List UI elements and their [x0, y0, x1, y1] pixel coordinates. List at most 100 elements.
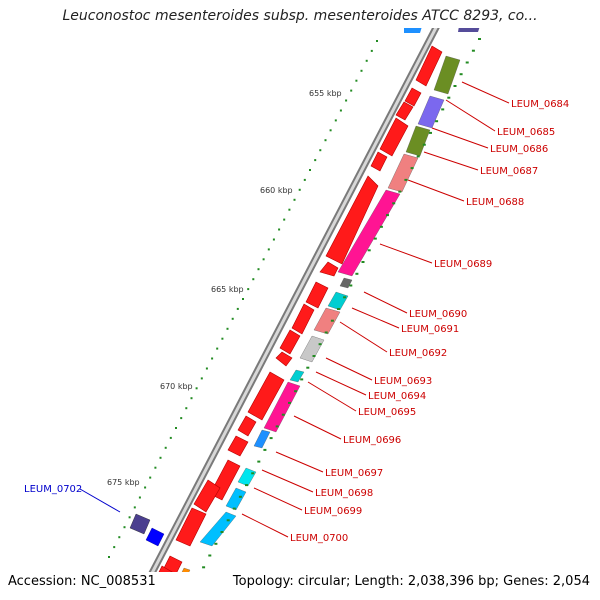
leader-line: [431, 127, 489, 149]
tick-dot: [471, 49, 475, 52]
genome-backbone: [148, 28, 440, 572]
gene-label[interactable]: LEUM_0695: [358, 407, 416, 418]
tick-dot: [275, 425, 279, 428]
tick-dot: [370, 49, 373, 52]
tick-dot: [361, 261, 365, 263]
gene-label[interactable]: LEUM_0686: [490, 144, 548, 155]
gene-label[interactable]: LEUM_0698: [315, 488, 373, 499]
tick-dot: [236, 307, 239, 310]
leader-line: [261, 469, 314, 493]
leader-line: [461, 81, 510, 104]
gene-label[interactable]: LEUM_0700: [290, 533, 348, 544]
tick-dot: [306, 366, 310, 369]
tick-dot: [441, 108, 445, 111]
tick-dot: [429, 131, 432, 134]
tick-dot: [349, 284, 353, 287]
tick-dot: [345, 99, 348, 102]
tick-dot: [144, 486, 147, 489]
tick-dot: [435, 120, 439, 123]
tick-dot: [185, 407, 188, 410]
gene-label[interactable]: LEUM_0694: [368, 391, 426, 402]
tick-dot: [118, 536, 121, 539]
gene-label[interactable]: LEUM_0696: [343, 435, 401, 446]
topology-label: Topology: circular; Length: 2,038,396 bp…: [232, 574, 590, 589]
gene-label[interactable]: LEUM_0684: [511, 99, 569, 110]
gene-feature-top-partial: [404, 28, 480, 33]
tick-dot: [226, 519, 230, 522]
scale-label: 665 kbp: [211, 285, 244, 294]
tick-dot: [314, 159, 317, 162]
tick-dot: [355, 272, 359, 275]
gene-label[interactable]: LEUM_0697: [325, 468, 383, 479]
gene-label[interactable]: LEUM_0688: [466, 197, 524, 208]
gene-label[interactable]: LEUM_0692: [389, 348, 447, 359]
leader-line: [423, 151, 479, 171]
gene-label[interactable]: LEUM_0687: [480, 166, 538, 177]
tick-dot: [343, 296, 347, 299]
tick-dot: [123, 526, 126, 529]
tick-dot: [231, 317, 234, 320]
tick-dot: [200, 377, 203, 380]
gene-label[interactable]: LEUM_0693: [374, 376, 432, 387]
tick-dot: [459, 73, 463, 76]
tick-dot: [392, 202, 396, 205]
leader-line: [241, 513, 289, 538]
tick-dot: [309, 169, 311, 171]
map-content: [79, 28, 510, 572]
scale-labels: 655 kbp 660 kbp 665 kbp 670 kbp 675 kbp: [107, 89, 342, 487]
tick-dot: [386, 214, 389, 217]
tick-dot: [214, 542, 218, 545]
gene-label[interactable]: LEUM_0690: [409, 309, 467, 320]
tick-dot: [365, 59, 368, 62]
tick-dot: [373, 237, 377, 240]
tick-dot: [252, 278, 255, 281]
scale-label: 660 kbp: [260, 186, 293, 195]
tick-dot: [478, 38, 481, 40]
tick-dot: [245, 484, 248, 487]
leader-line: [379, 243, 433, 264]
tick-dot: [337, 308, 340, 310]
leader-line: [253, 487, 303, 511]
tick-dot: [238, 495, 242, 498]
tick-dot: [312, 355, 316, 357]
tick-dot: [164, 446, 167, 449]
tick-dot: [319, 149, 322, 152]
gene-label[interactable]: LEUM_0691: [401, 324, 459, 335]
leader-line: [293, 415, 342, 440]
tick-dot: [453, 85, 457, 87]
gene-label[interactable]: LEUM_0685: [497, 127, 555, 138]
tick-dot: [251, 472, 255, 475]
map-title: Leuconostoc mesenteroides subsp. mesente…: [62, 8, 538, 24]
gene-label-leaders: [79, 81, 510, 538]
tick-dot: [367, 249, 371, 252]
tick-dot: [149, 476, 152, 479]
tick-dot: [226, 327, 229, 330]
tick-dot: [208, 554, 212, 557]
leader-line: [315, 371, 367, 396]
tick-dot: [293, 198, 296, 201]
tick-dot: [288, 208, 291, 211]
tick-dot: [350, 89, 353, 92]
leader-line: [407, 179, 465, 202]
tick-dot: [339, 109, 342, 112]
tick-dot: [195, 387, 198, 390]
gene-labels: LEUM_0684 LEUM_0685 LEUM_0686 LEUM_0687 LEUM…: [24, 99, 569, 544]
tick-dot: [465, 61, 469, 64]
tick-dot: [267, 248, 270, 251]
gene-label[interactable]: LEUM_0699: [304, 506, 362, 517]
tick-dot: [133, 506, 136, 509]
accession-label: Accession: NC_008531: [8, 574, 156, 589]
tick-dot: [128, 516, 131, 519]
scale-tick-marks: [108, 38, 481, 569]
tick-dot: [398, 190, 402, 193]
scale-label: 670 kbp: [160, 382, 193, 391]
tick-dot: [216, 347, 219, 350]
tick-dot: [175, 427, 177, 429]
tick-dot: [404, 178, 408, 181]
tick-dot: [257, 268, 260, 271]
tick-dot: [154, 466, 157, 469]
leader-line: [79, 488, 121, 513]
gene-label[interactable]: LEUM_0702: [24, 484, 82, 495]
gene-label[interactable]: LEUM_0689: [434, 259, 492, 270]
